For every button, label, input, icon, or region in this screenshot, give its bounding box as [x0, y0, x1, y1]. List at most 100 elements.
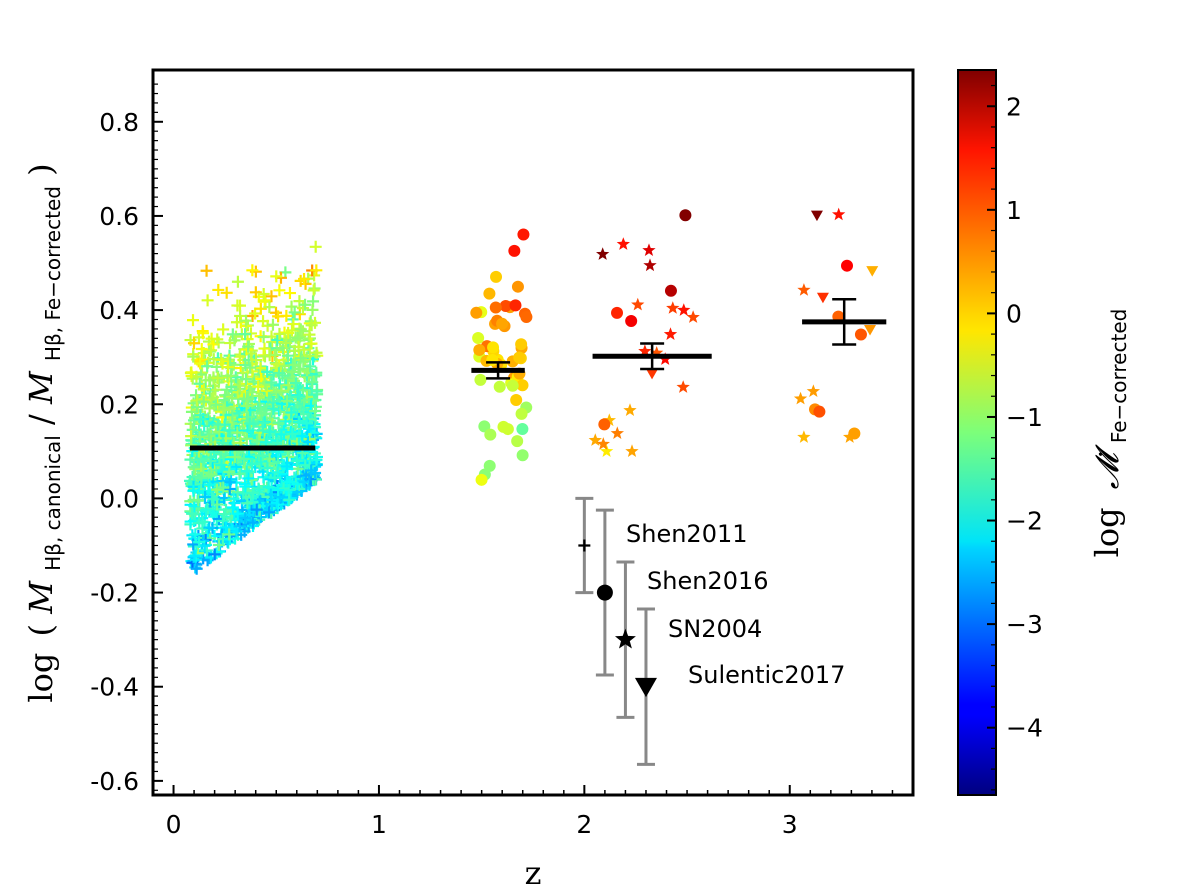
colorbar-axis: 2 1 0 −1 −2 −3 −4 — [987, 84, 1043, 791]
shen2016-point — [520, 311, 533, 324]
shen2011-point — [277, 482, 290, 495]
y-tick-label: 0.8 — [99, 108, 139, 137]
sn2004-point — [596, 247, 610, 260]
sn2004-point — [642, 243, 656, 256]
sn2004-point — [650, 346, 664, 359]
shen2011-point — [308, 404, 321, 417]
shen2011-point — [288, 306, 301, 319]
shen2011-point — [200, 264, 213, 277]
sn2004-point — [666, 301, 680, 314]
shen2011-point — [228, 451, 241, 464]
shen2011-point — [304, 360, 317, 373]
shen2011-point — [273, 284, 286, 297]
shen2011-point — [213, 457, 226, 470]
y-tick-label: -0.4 — [90, 673, 139, 702]
shen2011-point — [223, 424, 236, 437]
shen2011-point — [217, 403, 230, 416]
shen2011-point — [201, 294, 214, 307]
shen2016-point — [513, 351, 526, 364]
highz-point — [854, 328, 867, 341]
shen2011-point — [217, 481, 230, 494]
shen2011-point — [223, 528, 236, 541]
shen2011-point — [296, 429, 309, 442]
shen2016-point — [486, 353, 499, 366]
shen2011-point — [205, 468, 218, 481]
shen2011-point — [305, 464, 318, 477]
shen2011-point — [240, 314, 253, 327]
shen2011-point — [201, 360, 214, 373]
shen2011-point — [283, 493, 296, 506]
legend: Shen2011 Shen2016 SN2004 Sulentic2017 — [575, 496, 845, 766]
sn2004-point — [686, 310, 700, 323]
shen2011-point — [279, 415, 292, 428]
shen2011-point — [226, 328, 239, 341]
highz-point — [806, 384, 820, 397]
sulentic2017-point — [598, 418, 611, 431]
shen2011-point — [265, 376, 278, 389]
shen2016-point — [490, 270, 503, 283]
shen2011-point — [187, 538, 200, 551]
shen2016-point — [493, 380, 506, 393]
sn2004-point — [602, 413, 616, 427]
y-tick-label: -0.2 — [90, 579, 139, 608]
shen2016-point — [472, 332, 485, 345]
shen2016-point — [483, 459, 496, 472]
shen2016-point — [474, 373, 487, 386]
shen2016-point — [517, 228, 530, 241]
shen2011-point — [233, 468, 246, 481]
shen2016-point — [475, 473, 488, 486]
shen2016-point — [473, 343, 486, 356]
shen2011-point — [280, 460, 293, 473]
shen2016-point — [515, 338, 528, 351]
shen2011-point — [220, 286, 233, 299]
shen2011-point — [233, 379, 246, 392]
shen2011-point — [194, 413, 207, 426]
highz-point — [810, 210, 823, 222]
sulentic2017-point — [611, 306, 624, 319]
shen2011-point — [284, 426, 297, 439]
shen2011-point — [239, 328, 252, 341]
shen2011-point — [261, 365, 274, 378]
sn2004-point — [623, 403, 637, 416]
shen2011-point — [239, 512, 252, 525]
sulentic2017-point — [679, 209, 692, 222]
highz-point — [848, 427, 861, 440]
shen2011-point — [281, 394, 294, 407]
shen2011-point — [261, 461, 274, 474]
shen2011-point — [286, 428, 299, 441]
shen2011-point — [252, 380, 265, 393]
shen2011-point — [188, 550, 201, 563]
shen2011-point — [310, 453, 323, 466]
shen2016-point — [489, 301, 502, 314]
shen2016-point — [487, 341, 500, 354]
shen2016-point — [511, 280, 524, 293]
shen2011-point — [265, 290, 278, 303]
shen2011-point — [294, 352, 307, 365]
shen2011-point — [283, 287, 296, 300]
shen2016-point — [501, 423, 514, 436]
shen2011-point — [209, 398, 222, 411]
shen2011-point — [280, 336, 293, 349]
shen2011-point — [203, 478, 216, 491]
colorbar-tick-label: 2 — [1006, 92, 1022, 121]
mean-markers — [189, 298, 887, 451]
shen2011-point — [288, 344, 301, 357]
y-tick-label: -0.6 — [90, 767, 139, 796]
shen2011-point — [193, 536, 206, 549]
shen2011-point — [287, 374, 300, 387]
highz-point — [797, 283, 811, 296]
shen2011-point — [233, 520, 246, 533]
shen2011-point — [197, 395, 210, 408]
shen2011-point — [306, 303, 319, 316]
shen2011-point — [268, 349, 281, 362]
colorbar-tick-label: −4 — [1006, 714, 1043, 743]
shen2011-point — [305, 319, 318, 332]
shen2011-point — [270, 386, 283, 399]
shen2011-point — [187, 337, 200, 350]
legend-marker-shen2016 — [596, 584, 613, 601]
shen2011-point — [231, 426, 244, 439]
shen2011-point — [303, 328, 316, 341]
shen2011-point — [239, 480, 252, 493]
shen2011-point — [217, 464, 230, 477]
legend-marker-sulentic2017 — [634, 677, 657, 698]
